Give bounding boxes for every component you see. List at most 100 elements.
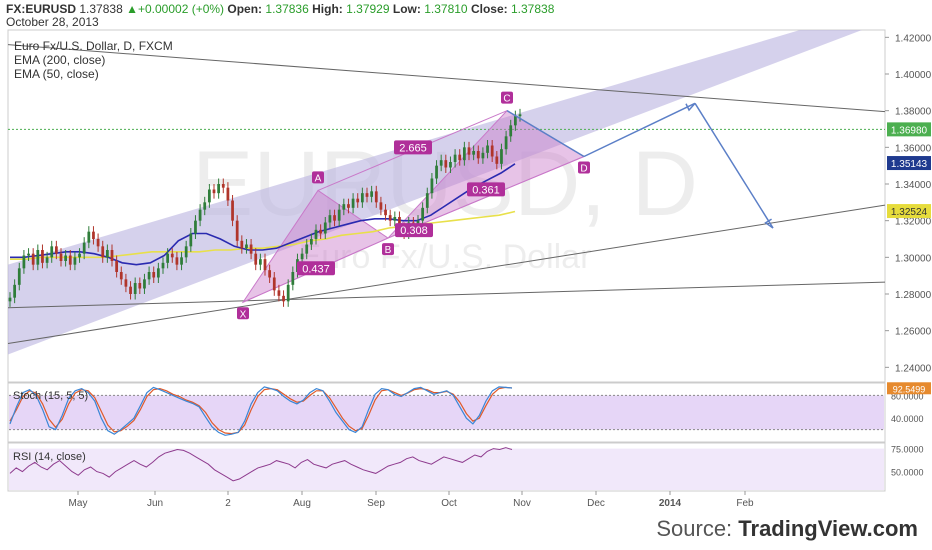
candle-body xyxy=(374,191,378,203)
x-tick-label: Aug xyxy=(293,498,311,509)
candle-body xyxy=(133,283,137,294)
candle-body xyxy=(393,217,397,221)
ratio-label: 0.437 xyxy=(302,263,330,275)
candle-body xyxy=(513,116,517,126)
candle-body xyxy=(31,253,35,265)
y-tick-label: 1.36000 xyxy=(895,143,932,154)
stoch-tick-label: 80.0000 xyxy=(891,391,924,401)
ratio-badge xyxy=(467,182,505,197)
candle-body xyxy=(337,209,341,221)
candle-body xyxy=(462,147,466,161)
candle-body xyxy=(189,233,193,247)
change-value: +0.00002 (+0%) xyxy=(137,2,225,16)
x-tick-label: Oct xyxy=(441,498,457,509)
candle-body xyxy=(277,290,281,296)
candle-body xyxy=(92,231,95,239)
candle-body xyxy=(370,191,374,197)
stoch-last-label: 92.5499 xyxy=(893,384,926,394)
pattern-point-label: C xyxy=(503,94,510,105)
price-tag-label: 1.36980 xyxy=(891,125,928,136)
y-tick-label: 1.24000 xyxy=(895,363,932,374)
candle-body xyxy=(365,193,369,197)
candle-body xyxy=(518,114,522,117)
candle-body xyxy=(476,151,480,159)
candle-body xyxy=(328,215,332,223)
source-credit: Source: TradingView.com xyxy=(656,516,918,542)
legend-ema50: EMA (50, close) xyxy=(14,67,99,81)
candle-body xyxy=(268,270,272,278)
candle-body xyxy=(73,257,77,265)
ema50-line xyxy=(10,163,516,266)
trendline xyxy=(7,281,886,309)
pattern-point-badge xyxy=(578,161,590,174)
y-tick-label: 1.34000 xyxy=(895,180,932,191)
candle-body xyxy=(41,250,44,263)
candle-body xyxy=(421,207,425,221)
candle-body xyxy=(138,283,142,289)
candle-body xyxy=(435,165,438,179)
stoch-last-tag xyxy=(887,382,931,395)
trend-channel xyxy=(8,30,862,355)
candle-body xyxy=(143,279,146,289)
candle-body xyxy=(500,149,503,164)
low-value: 1.37810 xyxy=(424,2,468,16)
legend-ema200: EMA (200, close) xyxy=(14,53,105,67)
stoch-band xyxy=(9,395,884,430)
candle-body xyxy=(212,189,216,194)
ratio-label: 0.308 xyxy=(400,225,428,237)
candle-body xyxy=(36,250,40,265)
y-tick-label: 1.40000 xyxy=(895,70,932,81)
pattern-point-badge xyxy=(312,171,324,184)
candle-body xyxy=(467,147,471,155)
x-tick-label: Feb xyxy=(736,498,754,509)
candle-body xyxy=(110,250,114,261)
candle-body xyxy=(430,178,434,194)
y-tick-label: 1.38000 xyxy=(895,107,932,118)
candle-body xyxy=(27,253,30,256)
candle-body xyxy=(156,268,160,278)
candle-body xyxy=(82,242,86,254)
watermark-name: Euro Fx/U.S. Dollar xyxy=(299,238,592,276)
projection-line xyxy=(506,110,585,158)
candle-body xyxy=(388,215,392,221)
candle-body xyxy=(221,184,225,188)
candle-body xyxy=(54,246,58,254)
stoch-k-line xyxy=(9,386,513,436)
projection-arrowhead-icon xyxy=(764,218,774,229)
candle-body xyxy=(305,244,309,254)
candle-body xyxy=(78,253,81,258)
candle-body xyxy=(152,272,156,278)
projection-arrowhead-icon xyxy=(685,102,696,112)
candle-body xyxy=(175,257,179,265)
candle-body xyxy=(249,244,253,254)
source-brand: TradingView.com xyxy=(738,516,918,541)
rsi-line xyxy=(9,447,513,482)
candle-body xyxy=(45,257,49,263)
price-tag xyxy=(887,122,931,137)
high-label: High: xyxy=(312,2,343,16)
y-tick-label: 1.42000 xyxy=(895,33,932,44)
candle-body xyxy=(360,193,364,203)
pattern-point-label: D xyxy=(580,164,587,175)
candle-body xyxy=(439,160,443,166)
candle-body xyxy=(203,202,207,210)
rsi-tick-label: 75.0000 xyxy=(891,445,924,455)
candle-body xyxy=(490,145,494,157)
candle-body xyxy=(286,284,290,302)
x-tick-label: May xyxy=(69,498,88,509)
candle-body xyxy=(263,259,267,271)
ratio-badge xyxy=(394,140,432,155)
candle-body xyxy=(398,217,401,228)
candle-body xyxy=(184,246,188,258)
ema200-line xyxy=(10,210,516,260)
candle-body xyxy=(115,261,119,272)
close-value: 1.37838 xyxy=(510,2,555,16)
candle-body xyxy=(13,284,17,298)
x-tick-label: 2 xyxy=(225,498,231,509)
pattern-point-badge xyxy=(237,307,249,320)
stoch-tick-label: 40.0000 xyxy=(891,414,924,424)
x-tick-label: Sep xyxy=(367,498,385,509)
ratio-badge xyxy=(395,223,433,238)
trendline xyxy=(7,204,886,344)
